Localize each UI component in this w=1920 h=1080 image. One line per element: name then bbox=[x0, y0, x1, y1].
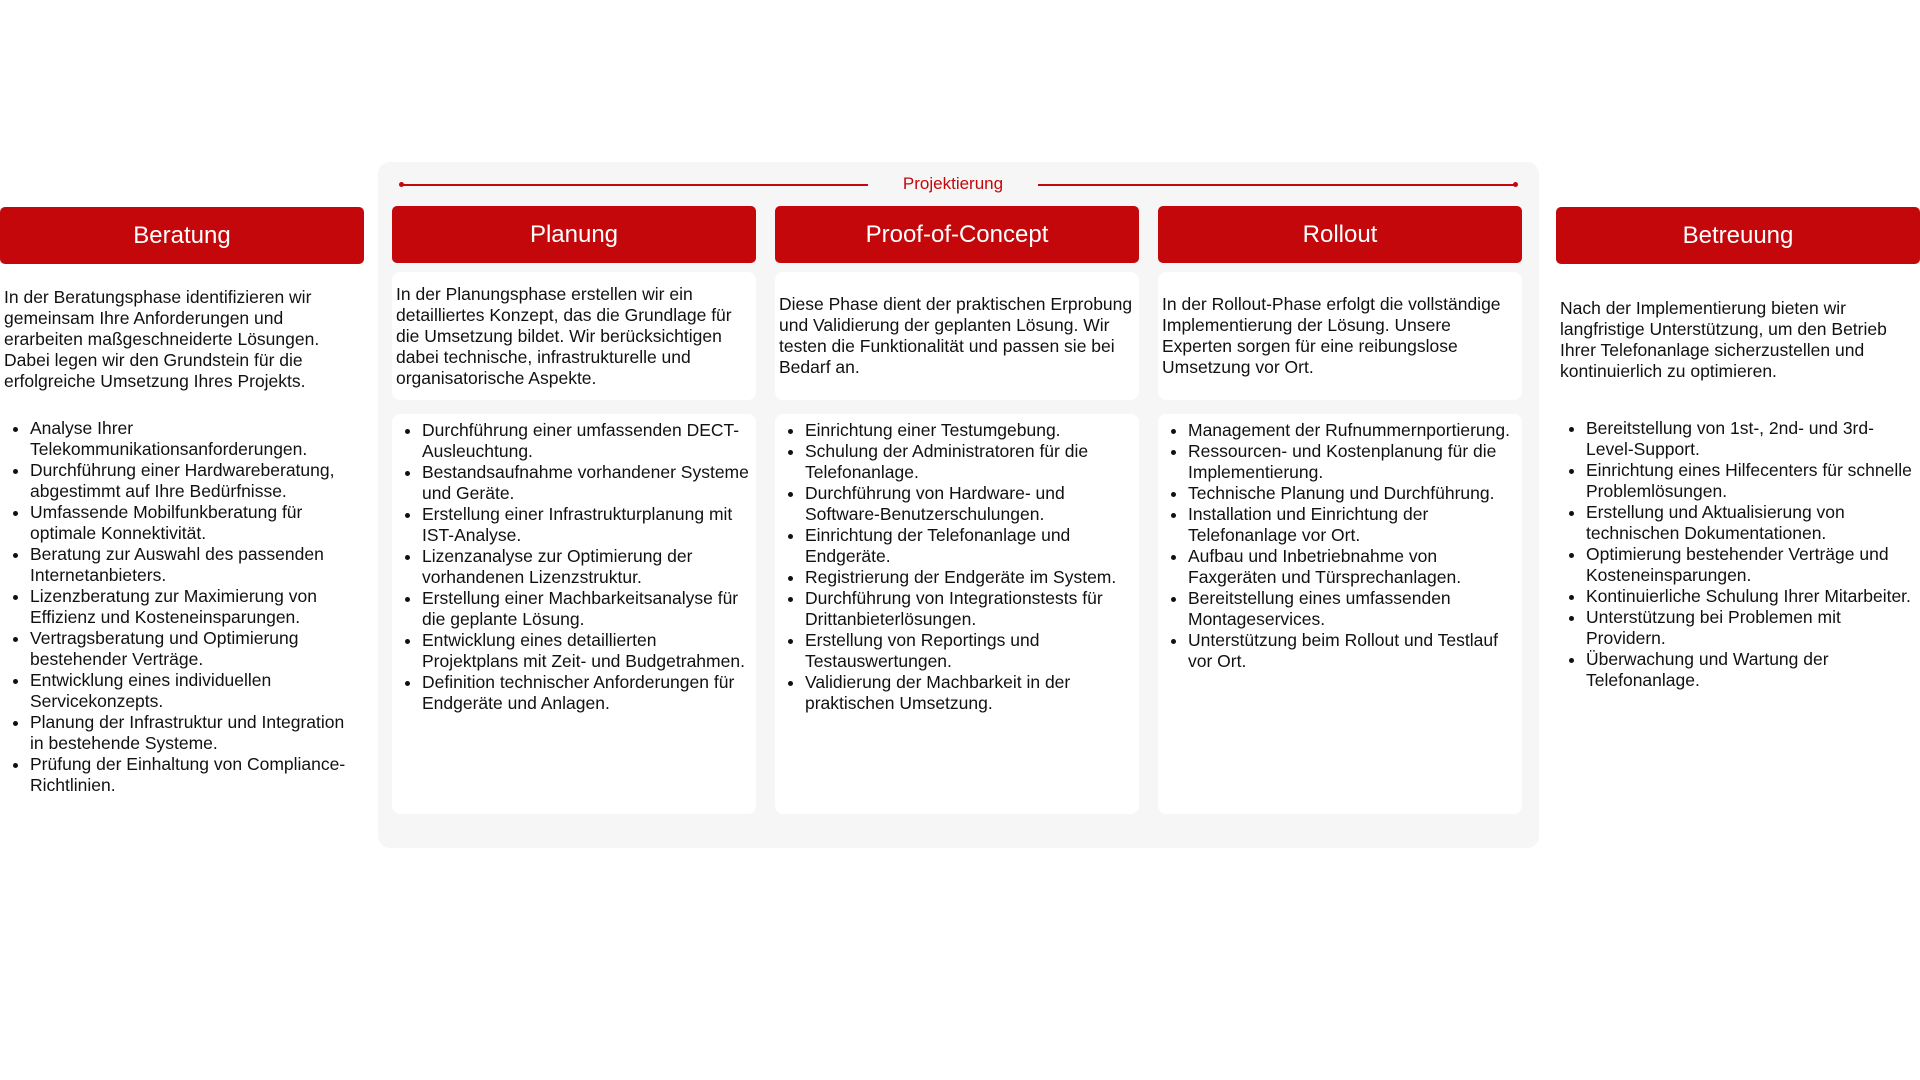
list-item: Einrichtung eines Hilfecenters für schne… bbox=[1586, 460, 1914, 502]
phase-description-card: In der Beratungsphase identifizieren wir… bbox=[0, 275, 364, 403]
list-item: Erstellung von Reportings und Testauswer… bbox=[805, 630, 1133, 672]
list-item: Durchführung von Hardware- und Software-… bbox=[805, 483, 1133, 525]
phase-header: Beratung bbox=[0, 207, 364, 264]
phase-proof-of-concept: Proof-of-Concept bbox=[775, 206, 1139, 263]
phase-tasks-card: Einrichtung einer Testumgebung.Schulung … bbox=[775, 414, 1139, 814]
list-item: Einrichtung einer Testumgebung. bbox=[805, 420, 1133, 441]
phase-description: Nach der Implementierung bieten wir lang… bbox=[1560, 298, 1887, 381]
list-item: Lizenzanalyse zur Optimierung der vorhan… bbox=[422, 546, 750, 588]
projektierung-bracket: Projektierung bbox=[399, 172, 1518, 198]
phase-header: Planung bbox=[392, 206, 756, 263]
phase-description: In der Rollout-Phase erfolgt die vollstä… bbox=[1162, 294, 1501, 377]
phase-planung: Planung bbox=[392, 206, 756, 263]
list-item: Bereitstellung von 1st-, 2nd- und 3rd-Le… bbox=[1586, 418, 1914, 460]
phase-description: In der Beratungsphase identifizieren wir… bbox=[4, 286, 320, 391]
list-item: Analyse Ihrer Telekommunikationsanforder… bbox=[30, 418, 358, 460]
phase-task-list: Durchführung einer umfassenden DECT-Ausl… bbox=[392, 414, 756, 720]
phase-tasks-card: Bereitstellung von 1st-, 2nd- und 3rd-Le… bbox=[1556, 412, 1920, 697]
list-item: Durchführung von Integrationstests für D… bbox=[805, 588, 1133, 630]
phase-tasks-card: Durchführung einer umfassenden DECT-Ausl… bbox=[392, 414, 756, 814]
projektierung-label: Projektierung bbox=[902, 174, 1004, 193]
list-item: Bestandsaufnahme vorhandener Systeme und… bbox=[422, 462, 750, 504]
list-item: Bereitstellung eines umfassenden Montage… bbox=[1188, 588, 1516, 630]
list-item: Definition technischer Anforderungen für… bbox=[422, 672, 750, 714]
list-item: Lizenzberatung zur Maximierung von Effiz… bbox=[30, 586, 358, 628]
list-item: Prüfung der Einhaltung von Compliance-Ri… bbox=[30, 754, 358, 796]
list-item: Schulung der Administratoren für die Tel… bbox=[805, 441, 1133, 483]
phase-task-list: Bereitstellung von 1st-, 2nd- und 3rd-Le… bbox=[1556, 412, 1920, 697]
phase-description-card: In der Planungsphase erstellen wir ein d… bbox=[392, 272, 756, 400]
list-item: Registrierung der Endgeräte im System. bbox=[805, 567, 1133, 588]
list-item: Erstellung und Aktualisierung von techni… bbox=[1586, 502, 1914, 544]
list-item: Optimierung bestehender Verträge und Kos… bbox=[1586, 544, 1914, 586]
list-item: Erstellung einer Infrastrukturplanung mi… bbox=[422, 504, 750, 546]
list-item: Unterstützung bei Problemen mit Provider… bbox=[1586, 607, 1914, 649]
list-item: Validierung der Machbarkeit in der prakt… bbox=[805, 672, 1133, 714]
phase-header: Rollout bbox=[1158, 206, 1522, 263]
list-item: Durchführung einer Hardwareberatung, abg… bbox=[30, 460, 358, 502]
bracket-line-left bbox=[400, 184, 868, 186]
list-item: Management der Rufnummernportierung. bbox=[1188, 420, 1516, 441]
phase-rollout: Rollout bbox=[1158, 206, 1522, 263]
phase-header: Proof-of-Concept bbox=[775, 206, 1139, 263]
list-item: Kontinuierliche Schulung Ihrer Mitarbeit… bbox=[1586, 586, 1914, 607]
phase-betreuung: Betreuung bbox=[1556, 207, 1920, 264]
list-item: Durchführung einer umfassenden DECT-Ausl… bbox=[422, 420, 750, 462]
bracket-dot-left bbox=[399, 182, 404, 187]
list-item: Beratung zur Auswahl des passenden Inter… bbox=[30, 544, 358, 586]
list-item: Überwachung und Wartung der Telefonanlag… bbox=[1586, 649, 1914, 691]
phase-description-card: Nach der Implementierung bieten wir lang… bbox=[1556, 285, 1920, 395]
bracket-line-right bbox=[1038, 184, 1517, 186]
list-item: Einrichtung der Telefonanlage und Endger… bbox=[805, 525, 1133, 567]
phase-tasks-card: Analyse Ihrer Telekommunikationsanforder… bbox=[0, 412, 364, 802]
phase-tasks-card: Management der Rufnummernportierung.Ress… bbox=[1158, 414, 1522, 814]
list-item: Umfassende Mobilfunkberatung für optimal… bbox=[30, 502, 358, 544]
list-item: Unterstützung beim Rollout und Testlauf … bbox=[1188, 630, 1516, 672]
list-item: Planung der Infrastruktur und Integratio… bbox=[30, 712, 358, 754]
list-item: Entwicklung eines individuellen Servicek… bbox=[30, 670, 358, 712]
list-item: Installation und Einrichtung der Telefon… bbox=[1188, 504, 1516, 546]
phase-beratung: Beratung bbox=[0, 207, 364, 264]
phase-description: In der Planungsphase erstellen wir ein d… bbox=[396, 283, 732, 388]
list-item: Technische Planung und Durchführung. bbox=[1188, 483, 1516, 504]
list-item: Erstellung einer Machbarkeitsanalyse für… bbox=[422, 588, 750, 630]
list-item: Entwicklung eines detaillierten Projektp… bbox=[422, 630, 750, 672]
phase-description-card: Diese Phase dient der praktischen Erprob… bbox=[775, 272, 1139, 400]
phase-task-list: Analyse Ihrer Telekommunikationsanforder… bbox=[0, 412, 364, 802]
phase-task-list: Management der Rufnummernportierung.Ress… bbox=[1158, 414, 1522, 678]
list-item: Aufbau und Inbetriebnahme von Faxgeräten… bbox=[1188, 546, 1516, 588]
phase-description-card: In der Rollout-Phase erfolgt die vollstä… bbox=[1158, 272, 1522, 400]
list-item: Ressourcen- und Kostenplanung für die Im… bbox=[1188, 441, 1516, 483]
bracket-dot-right bbox=[1513, 182, 1518, 187]
list-item: Vertragsberatung und Optimierung bestehe… bbox=[30, 628, 358, 670]
phase-header: Betreuung bbox=[1556, 207, 1920, 264]
phase-task-list: Einrichtung einer Testumgebung.Schulung … bbox=[775, 414, 1139, 720]
phase-description: Diese Phase dient der praktischen Erprob… bbox=[779, 294, 1133, 377]
